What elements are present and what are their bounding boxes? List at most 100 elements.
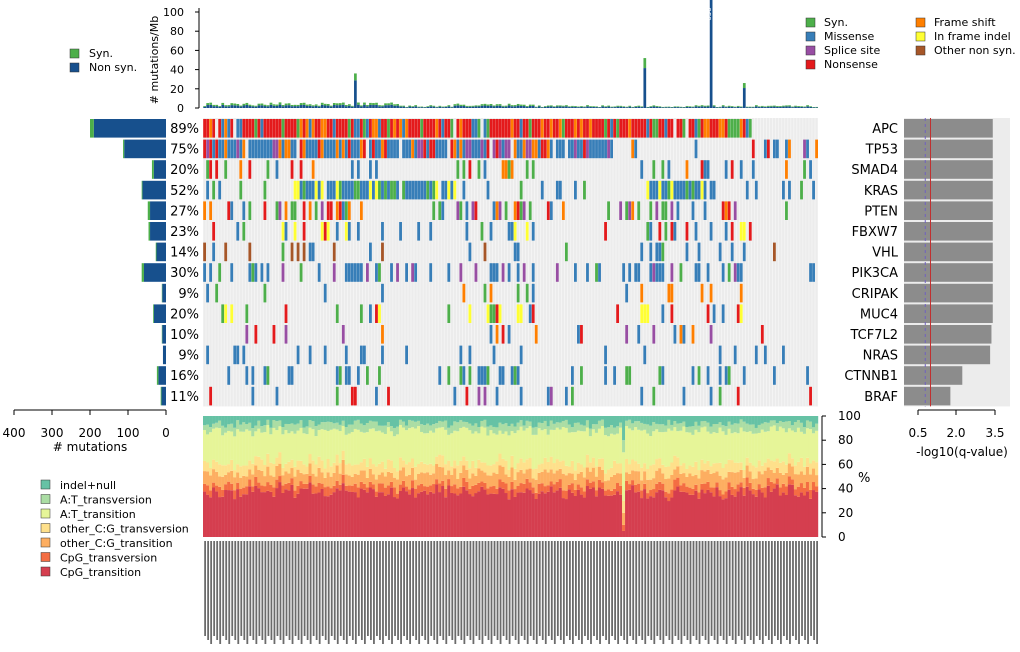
syn-rate-bar	[634, 106, 637, 107]
mutation-cell	[348, 222, 351, 241]
spectrum-segment	[492, 416, 495, 427]
nonsyn-rate-bar	[517, 106, 520, 108]
mutation-cell	[309, 140, 312, 159]
spectrum-segment	[568, 489, 571, 537]
spectrum-segment	[293, 491, 296, 498]
spectrum-segment	[333, 486, 336, 492]
spectrum-segment	[800, 416, 803, 423]
spectrum-segment	[405, 487, 408, 492]
mutation-cell	[348, 201, 351, 220]
mutation-cell	[300, 160, 303, 179]
mutation-cell	[598, 119, 601, 138]
spectrum-segment	[643, 416, 646, 424]
mutation-cell	[478, 387, 481, 406]
mutation-cell	[330, 201, 333, 220]
sample-label-mark	[337, 541, 339, 644]
mutation-cell	[637, 263, 640, 282]
mutation-cell	[330, 181, 333, 200]
nonsyn-rate-bar	[318, 107, 321, 108]
spectrum-segment	[559, 488, 562, 537]
mutation-cell	[493, 263, 496, 282]
sample-label-mark	[476, 541, 478, 636]
spectrum-segment	[631, 480, 634, 485]
nonsyn-rate-bar	[803, 107, 806, 108]
spectrum-segment	[577, 474, 580, 485]
spectrum-segment	[212, 460, 215, 470]
mutation-cell	[333, 181, 336, 200]
mutation-cell	[206, 119, 209, 138]
mutation-cell	[571, 119, 574, 138]
spectrum-segment	[215, 462, 218, 472]
mutation-cell	[773, 243, 776, 262]
sample-label-mark	[433, 541, 435, 640]
nonsyn-rate-bar	[291, 106, 294, 108]
spectrum-segment	[634, 461, 637, 471]
mutation-cell	[613, 119, 616, 138]
spectrum-segment	[426, 416, 429, 424]
mutation-cell	[285, 325, 288, 344]
mutation-cell	[254, 263, 257, 282]
mutation-cell	[634, 140, 637, 159]
gene-percent-label: 16%	[170, 369, 199, 384]
mutation-cell	[634, 119, 637, 138]
spectrum-segment	[779, 496, 782, 537]
mutation-cell	[640, 119, 643, 138]
mutation-cell	[251, 119, 254, 138]
spectrum-segment	[791, 479, 794, 485]
spectrum-segment	[791, 485, 794, 537]
spectrum-segment	[447, 479, 450, 485]
mutation-cell	[393, 140, 396, 159]
mutation-cell	[456, 160, 459, 179]
spectrum-segment	[815, 431, 818, 462]
spectrum-segment	[402, 428, 405, 461]
nonsyn-rate-bar	[396, 106, 399, 108]
mutation-cell	[592, 119, 595, 138]
mutation-cell	[737, 304, 740, 323]
spectrum-segment	[797, 420, 800, 428]
mutation-cell	[514, 222, 517, 241]
sample-label-mark	[442, 541, 444, 640]
spectrum-segment	[776, 423, 779, 431]
spectrum-segment	[209, 490, 212, 497]
spectrum-segment	[444, 430, 447, 464]
mutation-cell	[333, 263, 336, 282]
spectrum-segment	[737, 484, 740, 491]
spectrum-segment	[770, 416, 773, 420]
spectrum-segment	[700, 490, 703, 537]
spectrum-segment	[688, 426, 691, 432]
mutation-cell	[719, 346, 722, 365]
mutation-cell	[267, 119, 270, 138]
mutation-cell	[704, 160, 707, 179]
spectrum-segment	[758, 489, 761, 537]
mutation-cell	[628, 263, 631, 282]
spectrum-segment	[251, 474, 254, 486]
spectrum-segment	[209, 468, 212, 475]
mutation-cell	[680, 263, 683, 282]
nonsyn-rate-bar	[297, 106, 300, 108]
spectrum-segment	[670, 431, 673, 463]
mutation-cell	[396, 181, 399, 200]
spectrum-segment	[607, 496, 610, 537]
spectrum-segment	[269, 434, 272, 462]
spectrum-segment	[758, 484, 761, 489]
spectrum-segment	[272, 497, 275, 537]
spectrum-segment	[761, 466, 764, 474]
mutation-cell	[809, 160, 812, 179]
spectrum-segment	[369, 429, 372, 458]
mutation-cell	[318, 181, 321, 200]
spectrum-segment	[290, 478, 293, 485]
mutation-cell	[345, 140, 348, 159]
spectrum-segment	[444, 416, 447, 421]
mutation-cell	[619, 201, 622, 220]
spectrum-segment	[535, 469, 538, 480]
spectrum-segment	[227, 416, 230, 424]
spectrum-segment	[468, 416, 471, 424]
spectrum-segment	[514, 416, 517, 427]
mutation-cell	[411, 119, 414, 138]
spectrum-segment	[532, 428, 535, 435]
spectrum-segment	[785, 416, 788, 421]
mutation-cell	[547, 140, 550, 159]
spectrum-segment	[712, 463, 715, 473]
mutation-cell	[285, 140, 288, 159]
spectrum-segment	[348, 416, 351, 425]
